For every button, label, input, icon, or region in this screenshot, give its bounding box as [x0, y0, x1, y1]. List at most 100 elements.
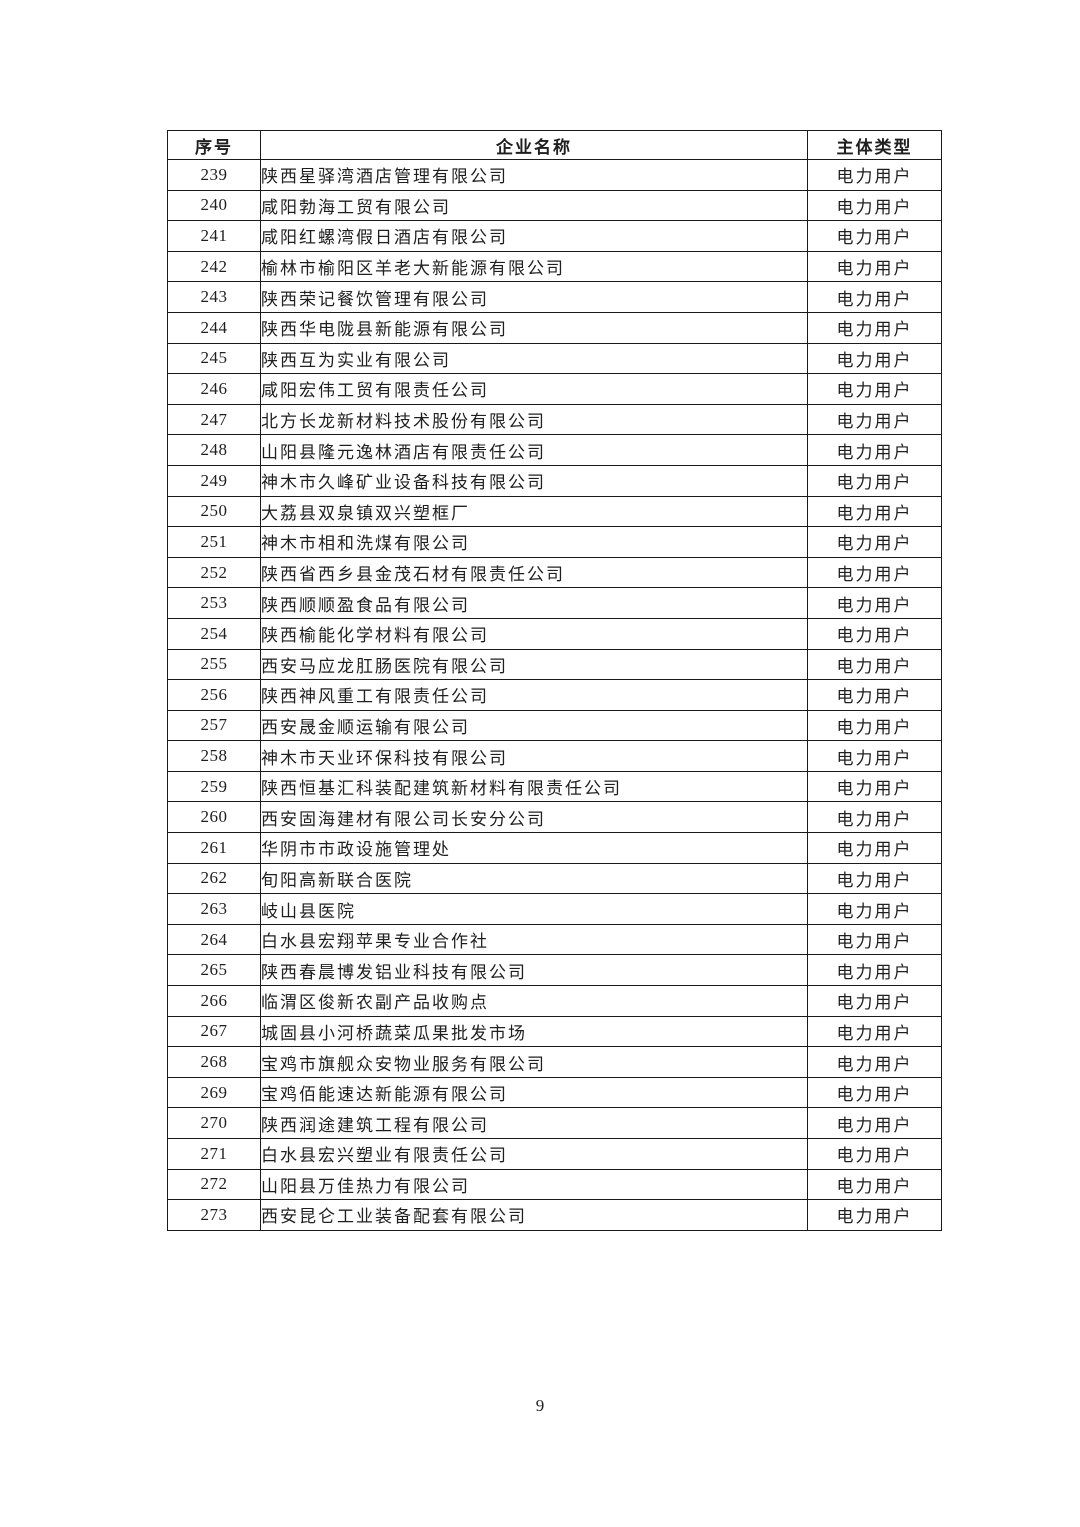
table-row: 260 西安固海建材有限公司长安分公司 电力用户: [167, 801, 942, 834]
company-name-cell: 山阳县万佳热力有限公司: [260, 1168, 808, 1201]
company-name-cell: 陕西顺顺盈食品有限公司: [260, 587, 808, 619]
company-name-cell: 陕西省西乡县金茂石材有限责任公司: [260, 556, 808, 589]
company-name-cell: 旬阳高新联合医院: [260, 862, 808, 895]
table-row: 243 陕西荣记餐饮管理有限公司 电力用户: [167, 281, 942, 313]
serial-number-cell: 240: [167, 189, 261, 222]
table-row: 249 神木市久峰矿业设备科技有限公司 电力用户: [167, 464, 942, 497]
company-name-cell: 宝鸡市旗舰众安物业服务有限公司: [260, 1046, 808, 1078]
entity-type-cell: 电力用户: [807, 342, 942, 375]
serial-number-cell: 271: [167, 1138, 261, 1170]
serial-number-cell: 261: [167, 832, 261, 864]
company-name-cell: 宝鸡佰能速达新能源有限公司: [260, 1076, 808, 1109]
company-name-cell: 大荔县双泉镇双兴塑框厂: [260, 495, 808, 528]
table-row: 259 陕西恒基汇科装配建筑新材料有限责任公司 电力用户: [167, 770, 942, 803]
table-row: 248 山阳县隆元逸林酒店有限责任公司 电力用户: [167, 434, 942, 466]
entity-type-cell: 电力用户: [807, 1046, 942, 1078]
company-name-cell: 陕西星驿湾酒店管理有限公司: [260, 159, 808, 191]
entity-type-cell: 电力用户: [807, 556, 942, 589]
serial-number-cell: 247: [167, 403, 261, 436]
entity-type-cell: 电力用户: [807, 893, 942, 925]
table-row: 253 陕西顺顺盈食品有限公司 电力用户: [167, 587, 942, 619]
entity-type-cell: 电力用户: [807, 495, 942, 528]
company-name-cell: 西安马应龙肛肠医院有限公司: [260, 648, 808, 681]
table-row: 239 陕西星驿湾酒店管理有限公司 电力用户: [167, 159, 942, 191]
company-name-cell: 咸阳宏伟工贸有限责任公司: [260, 373, 808, 405]
table-row: 250 大荔县双泉镇双兴塑框厂 电力用户: [167, 495, 942, 528]
company-name-cell: 陕西互为实业有限公司: [260, 342, 808, 375]
entity-type-cell: 电力用户: [807, 464, 942, 497]
serial-number-cell: 245: [167, 342, 261, 375]
serial-number-cell: 239: [167, 159, 261, 191]
serial-number-cell: 243: [167, 281, 261, 313]
entity-type-cell: 电力用户: [807, 1168, 942, 1201]
serial-number-cell: 255: [167, 648, 261, 681]
serial-number-cell: 251: [167, 526, 261, 558]
company-name-cell: 神木市久峰矿业设备科技有限公司: [260, 464, 808, 497]
table-row: 262 旬阳高新联合医院 电力用户: [167, 862, 942, 895]
entity-type-cell: 电力用户: [807, 740, 942, 772]
entity-type-cell: 电力用户: [807, 311, 942, 344]
table-row: 270 陕西润途建筑工程有限公司 电力用户: [167, 1107, 942, 1139]
serial-number-cell: 263: [167, 893, 261, 925]
column-header-serial-number: 序号: [167, 130, 261, 160]
serial-number-cell: 270: [167, 1107, 261, 1139]
entity-type-cell: 电力用户: [807, 434, 942, 466]
serial-number-cell: 268: [167, 1046, 261, 1078]
company-name-cell: 陕西荣记餐饮管理有限公司: [260, 281, 808, 313]
company-name-cell: 西安昆仑工业装备配套有限公司: [260, 1199, 808, 1231]
entity-type-cell: 电力用户: [807, 679, 942, 711]
table-header-row: 序号 企业名称 主体类型: [167, 130, 942, 160]
company-name-cell: 陕西春晨博发铝业科技有限公司: [260, 954, 808, 987]
table-row: 251 神木市相和洗煤有限公司 电力用户: [167, 526, 942, 558]
company-name-cell: 白水县宏兴塑业有限责任公司: [260, 1138, 808, 1170]
company-name-cell: 北方长龙新材料技术股份有限公司: [260, 403, 808, 436]
serial-number-cell: 256: [167, 679, 261, 711]
company-name-cell: 神木市天业环保科技有限公司: [260, 740, 808, 772]
entity-type-cell: 电力用户: [807, 954, 942, 987]
table-row: 240 咸阳勃海工贸有限公司 电力用户: [167, 189, 942, 222]
serial-number-cell: 252: [167, 556, 261, 589]
serial-number-cell: 242: [167, 250, 261, 283]
entity-type-cell: 电力用户: [807, 373, 942, 405]
table-row: 271 白水县宏兴塑业有限责任公司 电力用户: [167, 1138, 942, 1170]
company-name-cell: 陕西润途建筑工程有限公司: [260, 1107, 808, 1139]
serial-number-cell: 241: [167, 220, 261, 252]
serial-number-cell: 259: [167, 770, 261, 803]
company-name-cell: 临渭区俊新农副产品收购点: [260, 985, 808, 1017]
serial-number-cell: 262: [167, 862, 261, 895]
entity-type-cell: 电力用户: [807, 832, 942, 864]
table-row: 256 陕西神风重工有限责任公司 电力用户: [167, 679, 942, 711]
table-body: 239 陕西星驿湾酒店管理有限公司 电力用户 240 咸阳勃海工贸有限公司 电力用户 241…: [167, 159, 942, 1231]
serial-number-cell: 253: [167, 587, 261, 619]
entity-type-cell: 电力用户: [807, 862, 942, 895]
company-name-cell: 山阳县隆元逸林酒店有限责任公司: [260, 434, 808, 466]
table-row: 269 宝鸡佰能速达新能源有限公司 电力用户: [167, 1076, 942, 1109]
table-row: 246 咸阳宏伟工贸有限责任公司 电力用户: [167, 373, 942, 405]
serial-number-cell: 269: [167, 1076, 261, 1109]
entity-type-cell: 电力用户: [807, 1015, 942, 1048]
company-name-cell: 白水县宏翔苹果专业合作社: [260, 923, 808, 956]
column-header-entity-type: 主体类型: [807, 130, 942, 160]
company-name-cell: 陕西华电陇县新能源有限公司: [260, 311, 808, 344]
entity-type-cell: 电力用户: [807, 250, 942, 283]
table-row: 261 华阴市市政设施管理处 电力用户: [167, 832, 942, 864]
serial-number-cell: 273: [167, 1199, 261, 1231]
serial-number-cell: 265: [167, 954, 261, 987]
serial-number-cell: 257: [167, 709, 261, 742]
table-row: 255 西安马应龙肛肠医院有限公司 电力用户: [167, 648, 942, 681]
entity-type-cell: 电力用户: [807, 1199, 942, 1231]
serial-number-cell: 250: [167, 495, 261, 528]
company-name-cell: 神木市相和洗煤有限公司: [260, 526, 808, 558]
serial-number-cell: 244: [167, 311, 261, 344]
entity-type-cell: 电力用户: [807, 648, 942, 681]
company-name-cell: 西安晟金顺运输有限公司: [260, 709, 808, 742]
table-row: 244 陕西华电陇县新能源有限公司 电力用户: [167, 311, 942, 344]
table-row: 254 陕西榆能化学材料有限公司 电力用户: [167, 617, 942, 650]
entity-type-cell: 电力用户: [807, 403, 942, 436]
entity-type-cell: 电力用户: [807, 923, 942, 956]
company-name-cell: 榆林市榆阳区羊老大新能源有限公司: [260, 250, 808, 283]
table-row: 257 西安晟金顺运输有限公司 电力用户: [167, 709, 942, 742]
table-row: 241 咸阳红螺湾假日酒店有限公司 电力用户: [167, 220, 942, 252]
company-name-cell: 陕西神风重工有限责任公司: [260, 679, 808, 711]
